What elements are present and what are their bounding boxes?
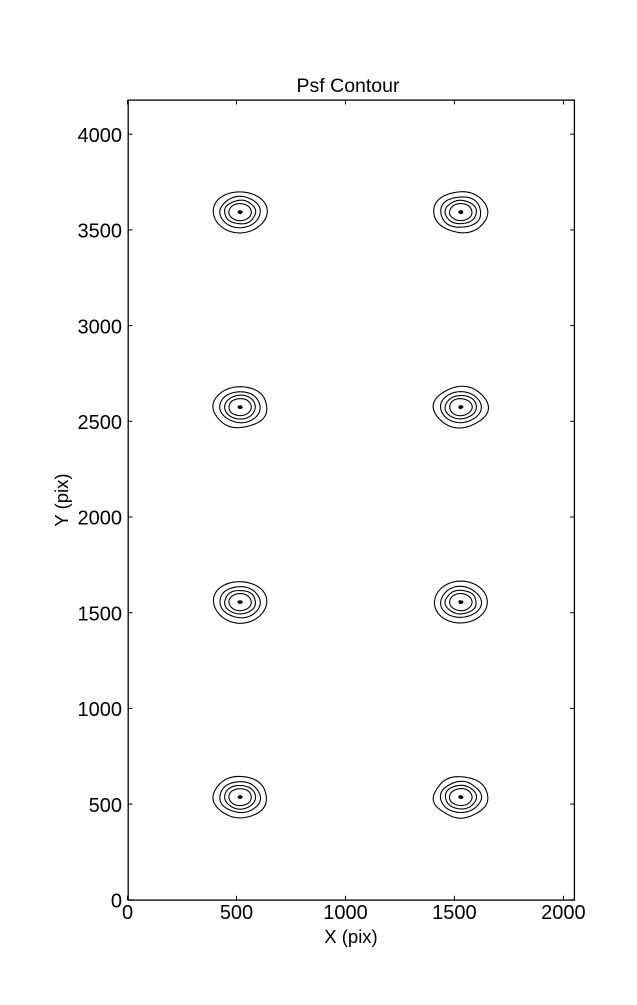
- svg-text:2000: 2000: [541, 902, 586, 924]
- svg-text:3500: 3500: [78, 221, 123, 243]
- svg-text:X (pix): X (pix): [324, 926, 377, 947]
- svg-text:Y (pix): Y (pix): [51, 473, 72, 526]
- svg-text:1500: 1500: [432, 902, 477, 924]
- svg-text:2000: 2000: [78, 508, 123, 530]
- svg-text:1500: 1500: [78, 603, 123, 625]
- svg-text:1000: 1000: [78, 699, 123, 721]
- svg-text:3000: 3000: [78, 316, 123, 338]
- svg-text:4000: 4000: [78, 125, 123, 147]
- svg-text:500: 500: [220, 902, 253, 924]
- svg-text:2500: 2500: [78, 412, 123, 434]
- svg-text:Psf Contour: Psf Contour: [297, 75, 400, 97]
- svg-text:0: 0: [111, 891, 122, 913]
- svg-text:500: 500: [89, 795, 122, 817]
- svg-text:1000: 1000: [323, 902, 368, 924]
- svg-text:0: 0: [122, 902, 133, 924]
